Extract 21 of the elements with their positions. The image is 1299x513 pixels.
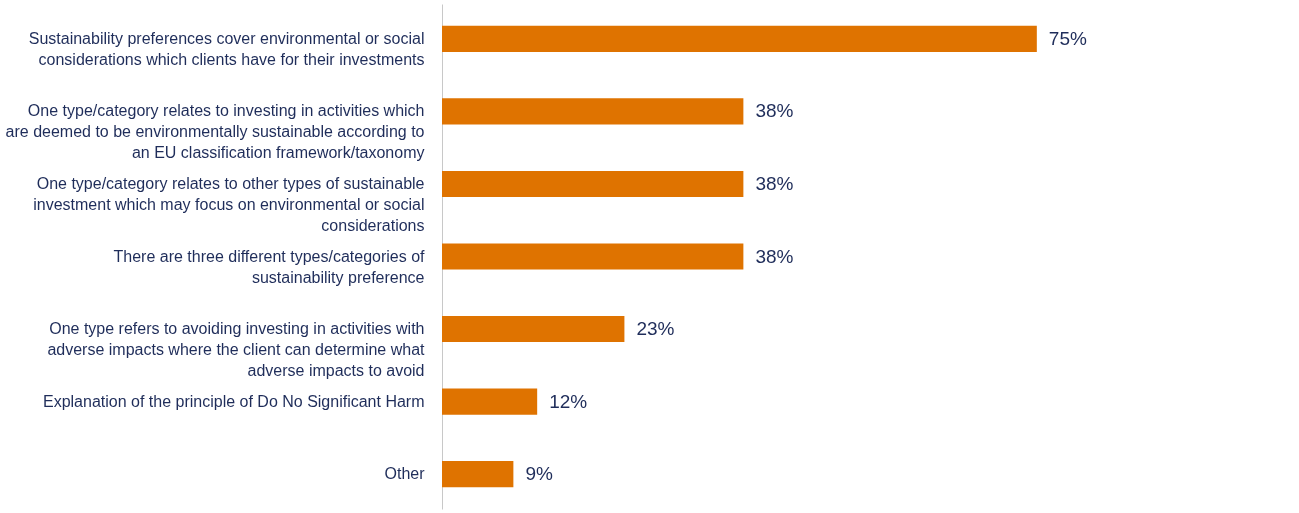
bar — [442, 170, 744, 197]
y-tick-label: There are three different types/categories of sustainability preference — [113, 247, 426, 286]
bar — [442, 388, 538, 415]
bar — [442, 243, 744, 270]
y-tick-label: Sustainability preferences cover environmental or social considerations which clients have for their investments — [28, 29, 425, 68]
y-tick-label: Explanation of the principle of Do No Significant Harm — [42, 392, 425, 410]
data-label: 38% — [755, 100, 794, 122]
data-label: 9% — [525, 463, 553, 485]
y-tick-label: One type/category relates to investing in activities which are deemed to be environmentally sustainable according to an EU classification framework/taxonomy — [5, 102, 425, 162]
data-label: 38% — [755, 172, 794, 194]
y-tick-label: One type refers to avoiding investing in activities with adverse impacts where the client can determine what adverse impacts to avoid — [47, 320, 426, 380]
data-label: 12% — [549, 390, 588, 412]
bar — [442, 316, 625, 343]
bar — [442, 98, 744, 125]
bar — [442, 461, 514, 488]
bar — [442, 25, 1037, 52]
data-label: 75% — [1048, 27, 1087, 49]
y-tick-label: One type/category relates to other types of sustainable investment which may focus on environmental or social considerations — [33, 174, 425, 234]
data-label: 23% — [636, 318, 675, 340]
data-label: 38% — [755, 245, 794, 267]
y-tick-label: Other — [384, 465, 426, 483]
